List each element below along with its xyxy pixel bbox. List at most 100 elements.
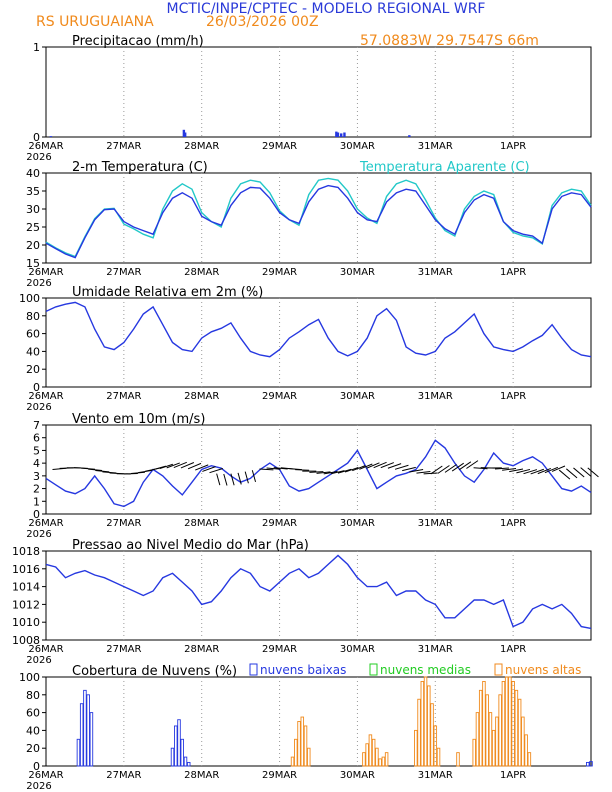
precip-x-tick-label: 30MAR <box>340 141 375 152</box>
cloud-bar-nuvens-baixas <box>186 761 191 767</box>
wind-arrow <box>580 467 592 477</box>
rh-x-tick-label: 31MAR <box>418 391 453 402</box>
temp-y-tick-label: 15 <box>26 257 40 270</box>
clouds-frame <box>45 676 592 767</box>
chart-title: MCTIC/INPE/CPTEC - MODELO REGIONAL WRF <box>167 1 486 17</box>
precip-bar <box>183 132 187 137</box>
wind-arrow <box>566 468 578 479</box>
clouds-x-tick-year: 2026 <box>26 781 51 792</box>
clouds-x-tick-label: 1APR <box>500 770 526 781</box>
rh-frame <box>45 297 592 388</box>
cloud-bar-nuvens-altas <box>375 747 379 767</box>
run-datetime: 26/03/2026 00Z <box>206 14 319 30</box>
precip-bar <box>343 132 346 137</box>
wind-arrow <box>152 465 167 471</box>
precip-x-tick-label: 29MAR <box>262 141 297 152</box>
cloud-bar-nuvens-altas <box>384 752 389 767</box>
wind-y-tick-label: 2 <box>33 483 40 496</box>
wind-arrow <box>237 472 242 485</box>
cloud-bar-nuvens-altas <box>472 738 476 767</box>
wind-arrow <box>516 468 531 474</box>
slp-panel-title: Pressao ao Nivel Medio do Mar (hPa) <box>72 538 309 553</box>
precip-bar <box>336 132 340 137</box>
wind-arrow <box>316 471 331 474</box>
humidity-line <box>45 301 592 358</box>
slp-x-tick-label: 28MAR <box>184 644 219 655</box>
station-coords: 57.0883W 29.7547S 66m <box>360 33 539 49</box>
cloud-bar-nuvens-altas <box>297 721 301 767</box>
slp-x-tick-year: 2026 <box>26 655 51 666</box>
wind-arrow <box>159 463 173 470</box>
wind-arrow <box>544 466 559 474</box>
cloud-bar-nuvens-altas <box>475 712 480 767</box>
wind-arrow <box>437 465 450 474</box>
wind-arrow <box>259 468 274 471</box>
rh-x-tick-label: 1APR <box>500 391 526 402</box>
wind-x-tick-label: 1APR <box>500 518 526 529</box>
temp-x-tick-year: 2026 <box>26 278 51 289</box>
precip-y-tick-label: 0 <box>33 131 40 144</box>
precip-x-tick-label: 27MAR <box>106 141 141 152</box>
wind-arrow <box>216 473 221 486</box>
wind-arrow <box>537 467 551 475</box>
slp-x-tick-label: 30MAR <box>340 644 375 655</box>
rh-x-tick-label: 29MAR <box>262 391 297 402</box>
cloud-bar-nuvens-altas <box>436 747 441 767</box>
wind-arrow <box>173 461 187 469</box>
pressure-line <box>45 554 592 630</box>
precip-x-tick-label: 26MAR <box>28 141 63 152</box>
wind-arrow <box>473 467 488 470</box>
cloud-bar-nuvens-baixas <box>170 747 175 767</box>
station-name: RS URUGUAIANA <box>36 14 154 30</box>
cloud-bar-nuvens-baixas <box>79 703 84 767</box>
rh-y-tick-label: 100 <box>19 292 40 305</box>
rh-y-tick-label: 60 <box>26 328 40 341</box>
slp-y-tick-label: 1012 <box>12 598 40 611</box>
clouds-x-tick-label: 26MAR <box>28 770 63 781</box>
slp-y-tick-label: 1008 <box>12 634 40 647</box>
wind-y-tick-label: 1 <box>33 495 40 508</box>
precip-bar <box>340 133 343 137</box>
cloud-bar-nuvens-altas <box>501 681 506 767</box>
wind-arrow <box>380 462 395 469</box>
wind-arrow <box>373 461 387 469</box>
cloud-legend-swatch <box>494 663 503 676</box>
clouds-x-tick-label: 28MAR <box>184 770 219 781</box>
wind-arrow <box>187 462 202 470</box>
clouds-y-tick-label: 0 <box>33 760 40 773</box>
cloud-bar-nuvens-altas <box>420 681 425 767</box>
wind-x-tick-label: 31MAR <box>418 518 453 529</box>
clouds-y-tick-label: 80 <box>26 689 40 702</box>
cloud-bar-nuvens-altas <box>294 738 298 767</box>
wind-arrow <box>551 465 566 472</box>
wind-arrow <box>530 468 545 475</box>
temp-x-tick-label: 30MAR <box>340 267 375 278</box>
clouds-x-tick-label: 29MAR <box>262 770 297 781</box>
wind-arrow <box>502 467 517 471</box>
cloud-bar-nuvens-altas <box>504 676 509 767</box>
cloud-bar-nuvens-baixas <box>83 689 87 767</box>
rh-y-tick-label: 0 <box>33 381 40 394</box>
wind-arrow <box>230 473 235 486</box>
wind-arrow <box>344 466 359 473</box>
wind-arrow <box>88 468 103 472</box>
wind-arrow <box>509 468 524 473</box>
wind-arrow <box>394 464 409 470</box>
cloud-bar-nuvens-altas <box>524 734 528 767</box>
wind-y-tick-label: 0 <box>33 508 40 521</box>
wind-arrow <box>273 467 288 470</box>
precip-x-tick-label: 31MAR <box>418 141 453 152</box>
slp-x-tick-label: 26MAR <box>28 644 63 655</box>
temp-y-tick-label: 30 <box>26 203 40 216</box>
cloud-bar-nuvens-baixas <box>177 719 181 767</box>
cloud-bar-nuvens-altas <box>365 743 369 767</box>
clouds-y-tick-label: 60 <box>26 707 40 720</box>
wind-arrow <box>459 461 472 471</box>
cloud-bar-nuvens-altas <box>290 756 295 767</box>
wind-x-tick-year: 2026 <box>26 529 51 540</box>
wind-arrow <box>166 462 180 469</box>
cloud-bar-nuvens-altas <box>491 729 496 767</box>
